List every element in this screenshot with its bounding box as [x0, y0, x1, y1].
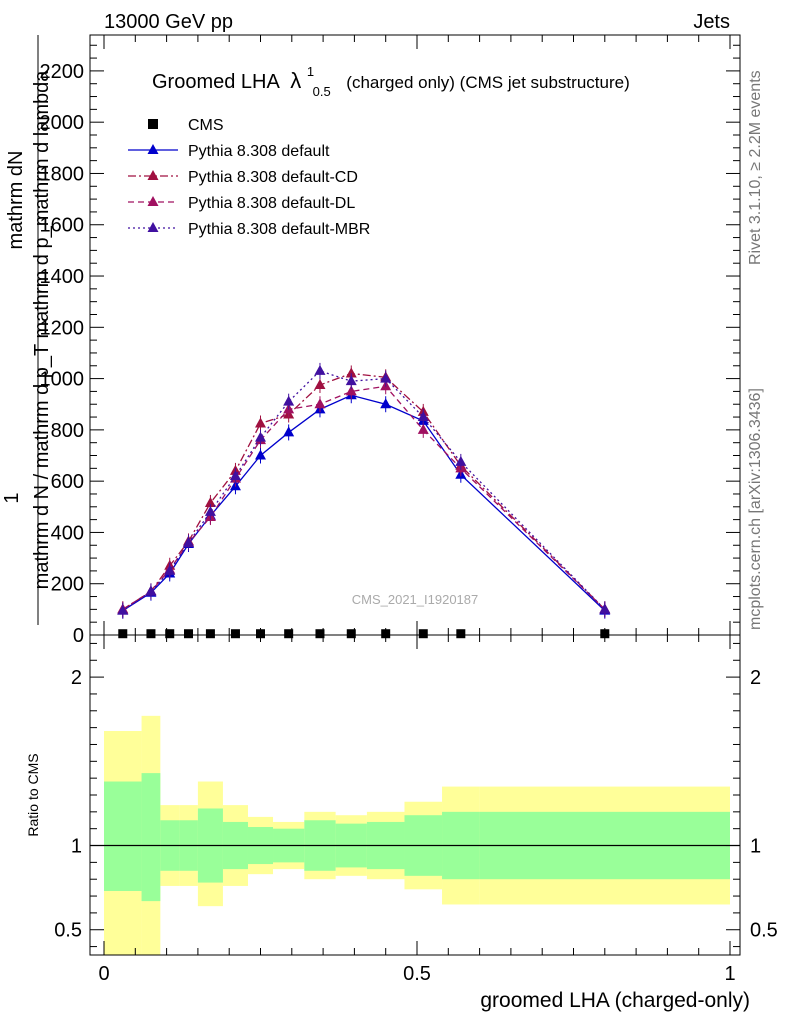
cms-point	[381, 629, 391, 639]
ylabel-main-den: mathrm d N / mathrm d p_T mathrm d p_mat…	[31, 70, 53, 590]
ratio-axes: 0.5 0.5 1 1 2 2 0 0.5 1	[54, 634, 778, 985]
series-point	[345, 385, 357, 396]
cms-point	[118, 629, 128, 639]
y-tick-label: 400	[51, 522, 84, 544]
series-point	[255, 417, 266, 428]
y-tick-label: 1200	[40, 317, 85, 339]
legend-marker	[147, 196, 159, 206]
x-tick-label: 0	[98, 963, 109, 985]
mcplots-label: mcplots.cern.ch [arXiv:1306.3436]	[747, 388, 764, 630]
x-tick-label: 1	[724, 963, 735, 985]
series-point	[314, 364, 326, 375]
series-point	[417, 423, 429, 434]
legend-label: Pythia 8.308 default-MBR	[188, 221, 370, 238]
y-tick-label: 1400	[40, 266, 85, 288]
ratio-bands	[104, 715, 730, 955]
title-symbol: λ	[290, 68, 301, 93]
series-point	[283, 395, 295, 406]
ratio-y-tick-label-right: 0.5	[750, 920, 778, 942]
ylabel-main-top: 1	[1, 492, 23, 503]
series-line	[122, 370, 606, 612]
ratio-y-tick-label: 0.5	[54, 920, 82, 942]
y-tick-label: 2200	[40, 61, 85, 83]
legend-marker	[147, 170, 159, 180]
series-point	[255, 449, 266, 460]
cms-point	[456, 629, 466, 639]
cms-point	[315, 629, 325, 639]
legend-label: Pythia 8.308 default-DL	[188, 195, 355, 212]
y-tick-label: 200	[51, 574, 84, 596]
ratio-band-inner	[104, 781, 142, 891]
ratio-y-tick-label-right: 1	[750, 836, 761, 858]
cms-point	[284, 629, 294, 639]
main-series	[117, 362, 611, 619]
cms-point	[146, 629, 156, 639]
cms-point	[205, 629, 215, 639]
cms-points	[118, 629, 610, 639]
series-line	[122, 394, 606, 612]
cms-point	[418, 629, 428, 639]
y-tick-label: 600	[51, 471, 84, 493]
series-point	[283, 426, 295, 437]
series-point	[345, 367, 357, 378]
y-tick-label: 800	[51, 420, 84, 442]
series-point	[204, 496, 216, 507]
cms-point	[346, 629, 356, 639]
series-point	[229, 470, 241, 481]
legend-marker	[147, 144, 159, 154]
legend: CMS Pythia 8.308 default Pythia 8.308 defa…	[128, 117, 370, 238]
header-left: 13000 GeV pp	[104, 11, 233, 33]
cms-point	[184, 629, 194, 639]
series-point	[117, 604, 129, 615]
title-sup: 1	[307, 64, 314, 79]
ylabel-ratio: Ratio to CMS	[25, 753, 41, 836]
x-tick-label: 0.5	[403, 963, 431, 985]
legend-label: CMS	[188, 117, 224, 134]
cms-point	[600, 629, 610, 639]
series-point	[380, 372, 392, 383]
ratio-y-tick-label: 1	[71, 836, 82, 858]
legend-label: Pythia 8.308 default	[188, 143, 330, 160]
series-point	[164, 564, 176, 575]
series-line	[122, 385, 606, 610]
chart-title: Groomed LHA λ 1 0.5 (charged only) (CMS …	[152, 59, 630, 101]
series-point	[599, 603, 611, 614]
series-point	[314, 398, 326, 409]
series-point	[380, 398, 392, 409]
watermark: CMS_2021_I1920187	[352, 592, 479, 607]
series-point	[204, 505, 216, 516]
series-line	[122, 372, 606, 610]
series-point	[455, 455, 467, 466]
y-tick-label: 2000	[40, 112, 85, 134]
series-point	[417, 411, 429, 422]
cms-point	[165, 629, 175, 639]
main-axes: 0 200 400 600 800 1000 1200 1400 1600 1800 2000 220…	[40, 34, 741, 647]
ratio-band-inner	[141, 773, 161, 902]
ratio-y-tick-label-right: 2	[750, 667, 761, 689]
y-tick-label: 1600	[40, 215, 85, 237]
series-point	[255, 431, 266, 442]
series-point	[314, 379, 326, 389]
ylabel-main-num: mathrm dN	[5, 151, 27, 250]
series-point	[345, 375, 357, 386]
cms-point	[230, 629, 240, 639]
y-tick-label: 1800	[40, 163, 85, 185]
y-tick-label: 0	[73, 625, 84, 647]
x-axis-label: groomed LHA (charged-only)	[480, 989, 750, 1012]
ratio-y-tick-label: 2	[71, 667, 82, 689]
cms-point	[256, 629, 265, 639]
title-sub: 0.5	[313, 84, 331, 99]
header-right: Jets	[693, 11, 730, 33]
series-point	[145, 585, 157, 596]
legend-label: Pythia 8.308 default-CD	[188, 169, 358, 186]
title-main: Groomed LHA	[152, 71, 280, 93]
rivet-label: Rivet 3.1.10, ≥ 2.2M events	[747, 70, 764, 265]
y-tick-label: 1000	[40, 369, 85, 391]
title-suffix: (charged only) (CMS jet substructure)	[346, 73, 629, 92]
series-point	[183, 536, 195, 547]
legend-marker	[147, 222, 159, 232]
legend-marker-cms	[148, 119, 158, 129]
